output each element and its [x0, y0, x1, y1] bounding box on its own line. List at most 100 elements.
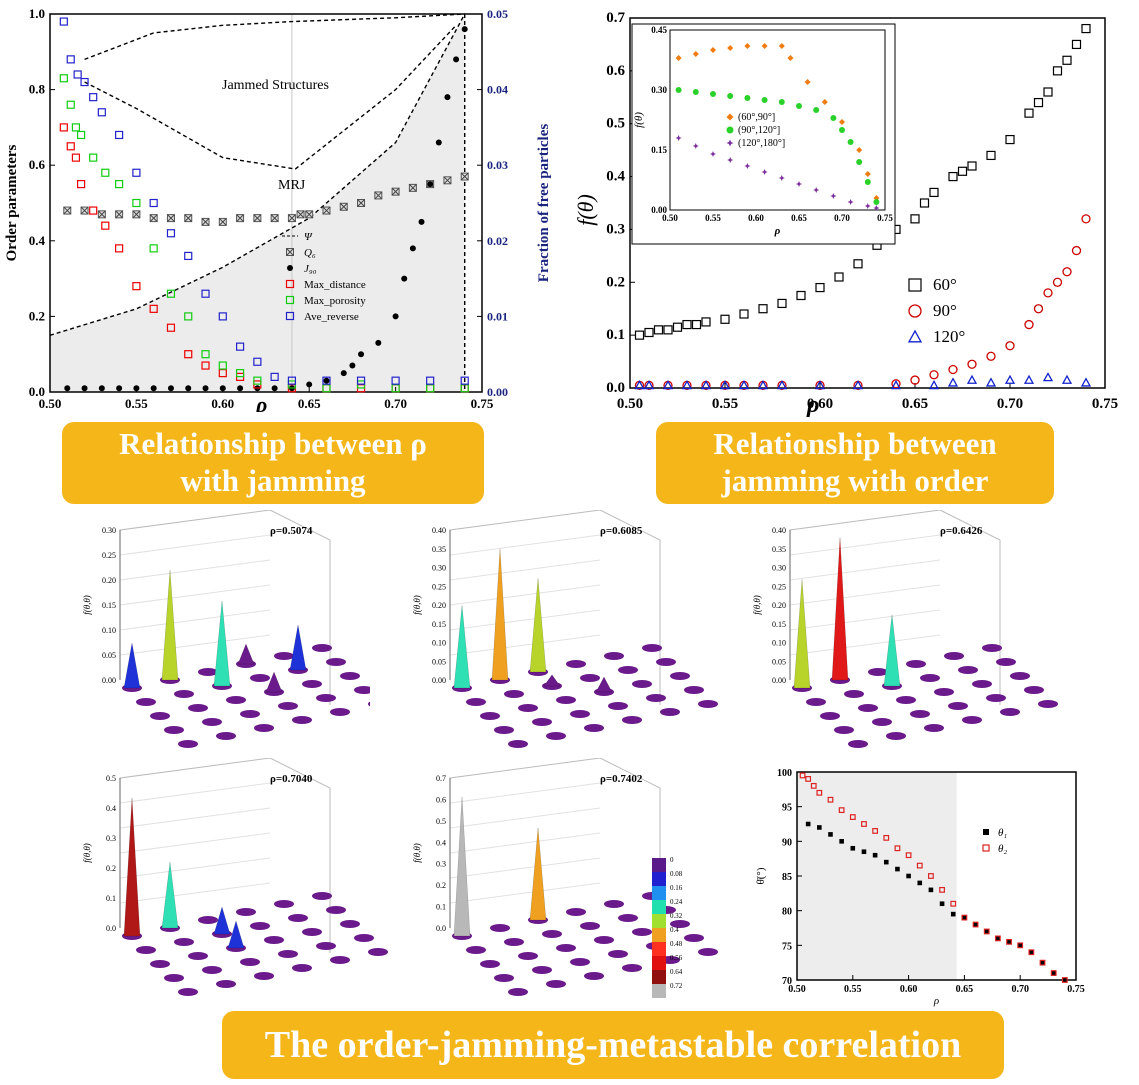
data-point	[919, 198, 930, 208]
inset-data-point	[727, 157, 734, 163]
grid-line	[449, 857, 601, 879]
y2-axis-label: Fraction of free particles	[536, 124, 552, 283]
data-point-x	[460, 172, 469, 181]
data-point	[1028, 949, 1035, 956]
floor-ellipse	[518, 704, 538, 712]
floor-ellipse	[556, 944, 576, 952]
data-point	[1033, 304, 1044, 314]
inset-data-point	[761, 169, 768, 175]
floor-ellipse	[274, 652, 294, 660]
floor-ellipse	[302, 680, 322, 688]
data-point	[663, 325, 673, 335]
distribution-cone	[491, 548, 509, 681]
y-tick-label: 0.5	[606, 116, 625, 132]
floor-ellipse	[164, 726, 184, 734]
y-tick-label: 90	[782, 837, 792, 848]
floor-ellipse	[698, 948, 718, 956]
data-point	[358, 351, 365, 358]
data-point	[948, 364, 958, 375]
inset-data-point	[692, 89, 699, 95]
data-point	[66, 142, 75, 151]
distribution-cone	[453, 796, 471, 937]
z-tick-label: 0.7	[436, 774, 446, 783]
data-point	[323, 377, 330, 384]
data-point-x	[184, 214, 193, 222]
floor-ellipse	[254, 972, 274, 980]
floor-ellipse	[618, 914, 638, 922]
colorbar-tick-label: 0.08	[670, 870, 683, 878]
floor-ellipse	[948, 702, 968, 710]
inset-data-point	[796, 181, 802, 187]
data-point	[1005, 341, 1015, 351]
data-point	[799, 772, 806, 779]
banner-line-2: jamming with order	[721, 463, 989, 498]
inset-y-tick-label: 0.15	[651, 145, 667, 155]
data-point	[816, 789, 823, 796]
3d-panel-2: 0.00 0.05 0.10 0.15 0.20 0.25 0.30 0.35 0.40 f(θ,…	[412, 510, 718, 748]
data-point	[634, 380, 645, 390]
inset-data-point	[675, 87, 682, 93]
colorbar-cell	[652, 886, 666, 900]
data-point	[1062, 55, 1072, 65]
inset-legend-marker	[726, 113, 734, 121]
data-point	[967, 359, 977, 369]
floor-ellipse	[216, 980, 236, 988]
data-point-x	[149, 214, 158, 222]
floor-ellipse	[632, 680, 652, 688]
data-point	[984, 929, 990, 934]
data-point	[1081, 214, 1091, 224]
legend-marker	[908, 278, 922, 292]
floor-ellipse	[684, 686, 704, 694]
inset-data-point	[710, 151, 716, 157]
data-point	[149, 244, 158, 253]
floor-ellipse	[216, 732, 236, 740]
legend-label: 90°	[933, 301, 957, 320]
inset-data-point	[727, 93, 734, 99]
data-point	[966, 374, 978, 384]
distribution-cone	[123, 797, 141, 937]
grid-line	[119, 882, 271, 904]
axis-wall	[449, 510, 661, 705]
plot-frame	[49, 13, 483, 393]
inset-data-point	[710, 91, 716, 97]
data-point	[894, 845, 901, 852]
distribution-cone	[543, 674, 561, 687]
3d-panel-1: 0.00 0.05 0.10 0.15 0.20 0.25 0.30 f(θ,θ) ρ=0.50…	[82, 510, 370, 748]
z-tick-label: 0.30	[432, 564, 446, 573]
floor-ellipse	[806, 698, 826, 706]
x-tick-label: 0.65	[298, 396, 321, 411]
legend-label: θ₂	[998, 843, 1007, 855]
annotation-jammed: Jammed Structures	[222, 78, 329, 93]
data-point	[719, 380, 731, 390]
floor-ellipse	[312, 644, 332, 652]
colorbar-cell	[652, 956, 666, 970]
y-tick-label: 0.6	[29, 157, 46, 172]
data-point	[426, 376, 435, 385]
grid-line	[119, 807, 271, 829]
data-point	[253, 357, 262, 366]
data-point	[962, 915, 967, 920]
z-tick-label: 0.10	[772, 639, 786, 648]
inset-y-tick-label: 0.30	[651, 85, 667, 95]
inset-data-point	[778, 99, 785, 105]
3d-panel-4: 0.0 0.1 0.2 0.3 0.4 0.5 f(θ,θ) ρ=0.7040	[82, 758, 388, 996]
data-point	[77, 180, 86, 189]
data-point	[392, 313, 399, 320]
data-point	[681, 380, 693, 390]
grid-line	[789, 559, 941, 581]
distribution-cone	[793, 579, 811, 689]
data-point-x	[374, 191, 383, 200]
data-point	[929, 370, 939, 380]
grid-line	[789, 584, 941, 606]
floor-ellipse	[996, 658, 1016, 666]
y2-tick-label: 0.05	[487, 7, 508, 21]
grid-line	[119, 559, 271, 581]
floor-ellipse	[622, 964, 642, 972]
z-tick-label: 0.4	[106, 804, 116, 813]
data-point	[839, 839, 844, 844]
grid-line	[449, 559, 601, 581]
floor-ellipse	[368, 701, 370, 707]
x-tick-label: 0.55	[712, 396, 738, 412]
grid-line	[789, 534, 941, 556]
inset-legend-label: (90°,120°]	[738, 125, 780, 136]
